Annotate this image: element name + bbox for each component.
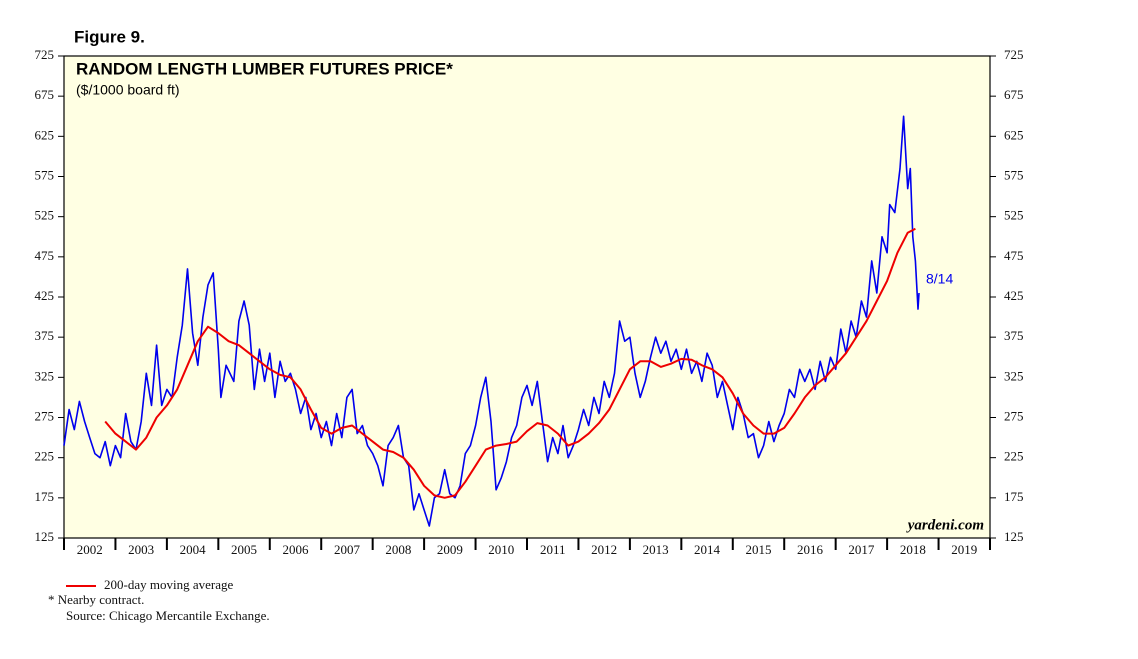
y-tick-label: 425 [35,288,55,303]
x-tick-label: 2015 [746,542,772,557]
y2-tick-label: 225 [1004,449,1024,464]
y-tick-label: 525 [35,208,55,223]
y-tick-label: 275 [35,408,55,423]
x-tick-label: 2010 [488,542,514,557]
y-tick-label: 375 [35,328,55,343]
y-tick-label: 675 [35,87,55,102]
y-tick-label: 625 [35,127,55,142]
x-tick-label: 2011 [540,542,566,557]
x-tick-label: 2006 [283,542,310,557]
source: Source: Chicago Mercantile Exchange. [66,608,270,623]
plot-area [63,55,991,539]
x-tick-label: 2003 [128,542,154,557]
y2-tick-label: 725 [1004,47,1024,62]
figure-label: Figure 9. [74,27,145,46]
y2-tick-label: 675 [1004,87,1024,102]
x-tick-label: 2005 [231,542,257,557]
x-tick-label: 2009 [437,542,463,557]
chart-subtitle: ($/1000 board ft) [76,82,180,98]
x-tick-label: 2014 [694,542,721,557]
x-tick-label: 2019 [951,542,977,557]
footnote: * Nearby contract. [48,592,144,607]
y2-tick-label: 525 [1004,208,1024,223]
series-line [63,115,920,527]
y-tick-label: 125 [35,529,55,544]
y2-tick-label: 325 [1004,368,1024,383]
y-tick-label: 575 [35,167,55,182]
watermark: yardeni.com [906,517,984,533]
x-tick-label: 2013 [643,542,669,557]
y-tick-label: 325 [35,368,55,383]
x-tick-label: 2016 [797,542,824,557]
y-tick-label: 175 [35,489,55,504]
y-tick-label: 475 [35,248,55,263]
x-tick-label: 2004 [180,542,207,557]
y-tick-label: 725 [35,47,55,62]
x-tick-label: 2017 [848,542,875,557]
y2-tick-label: 625 [1004,127,1024,142]
x-tick-label: 2018 [900,542,926,557]
x-tick-label: 2012 [591,542,617,557]
annotation: 8/14 [926,271,953,287]
y2-tick-label: 425 [1004,288,1024,303]
y2-tick-label: 175 [1004,489,1024,504]
y2-tick-label: 575 [1004,167,1024,182]
y2-tick-label: 375 [1004,328,1024,343]
y2-tick-label: 275 [1004,408,1024,423]
chart-title: RANDOM LENGTH LUMBER FUTURES PRICE* [76,59,453,78]
y2-tick-label: 475 [1004,248,1024,263]
y-tick-label: 225 [35,449,55,464]
legend-label: 200-day moving average [104,577,233,592]
y2-tick-label: 125 [1004,529,1024,544]
x-tick-label: 2007 [334,542,361,557]
series-line [104,227,916,499]
x-tick-label: 2002 [77,542,103,557]
x-tick-label: 2008 [385,542,411,557]
